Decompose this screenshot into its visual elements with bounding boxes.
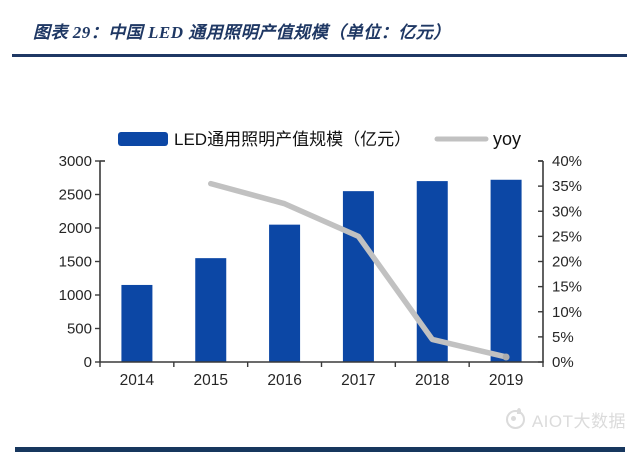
y-right-tick-label: 15% <box>552 279 582 296</box>
x-tick-label: 2015 <box>194 372 228 389</box>
yoy-line <box>208 180 509 360</box>
watermark: AIOT大数据 <box>505 406 626 432</box>
x-tick-label: 2014 <box>120 372 155 389</box>
bar-2019 <box>490 179 522 362</box>
y-right-tick-label: 5% <box>552 329 574 346</box>
bar-2017 <box>342 191 374 362</box>
legend-bar-label: LED通用照明产值规模（亿元） <box>174 130 411 149</box>
y-right-tick-label: 30% <box>552 203 582 220</box>
legend-line-label: yoy <box>493 129 521 149</box>
bar-2014 <box>121 284 153 362</box>
x-tick-label: 2018 <box>415 372 449 389</box>
y-left-tick-label: 2000 <box>59 220 92 237</box>
y-left-tick-label: 1500 <box>59 254 92 271</box>
y-left-tick-label: 1000 <box>59 287 92 304</box>
x-tick-label: 2016 <box>267 372 301 389</box>
bottom-divider <box>15 447 625 452</box>
bar-2016 <box>269 224 301 362</box>
y-left-tick-label: 0 <box>84 354 92 371</box>
y-right-tick-label: 25% <box>552 228 582 245</box>
yoy-line-end-dot <box>502 353 510 361</box>
title-divider <box>12 54 627 57</box>
chart: LED通用照明产值规模（亿元） yoy 0 500 1000 1500 2000 2500 30… <box>59 129 582 389</box>
bar-2018 <box>416 181 448 362</box>
legend-bar-swatch <box>118 132 168 146</box>
bar-2015 <box>195 258 227 362</box>
y-right-tick-label: 0% <box>552 354 574 371</box>
x-tick-label: 2017 <box>341 372 375 389</box>
watermark-text: AIOT大数据 <box>531 411 626 431</box>
watermark-logo-icon <box>505 407 525 429</box>
y-left-tick-label: 500 <box>67 321 92 338</box>
y-right-tick-label: 35% <box>552 178 582 195</box>
y-left-tick-label: 3000 <box>59 153 92 170</box>
y-right-tick-label: 10% <box>552 304 582 321</box>
y-right-tick-label: 20% <box>552 254 582 271</box>
x-tick-label: 2019 <box>489 372 523 389</box>
y-left-tick-label: 2500 <box>59 187 92 204</box>
figure-title: 图表 29：中国 LED 通用照明产值规模（单位：亿元） <box>33 23 451 42</box>
y-right-tick-label: 40% <box>552 153 582 170</box>
